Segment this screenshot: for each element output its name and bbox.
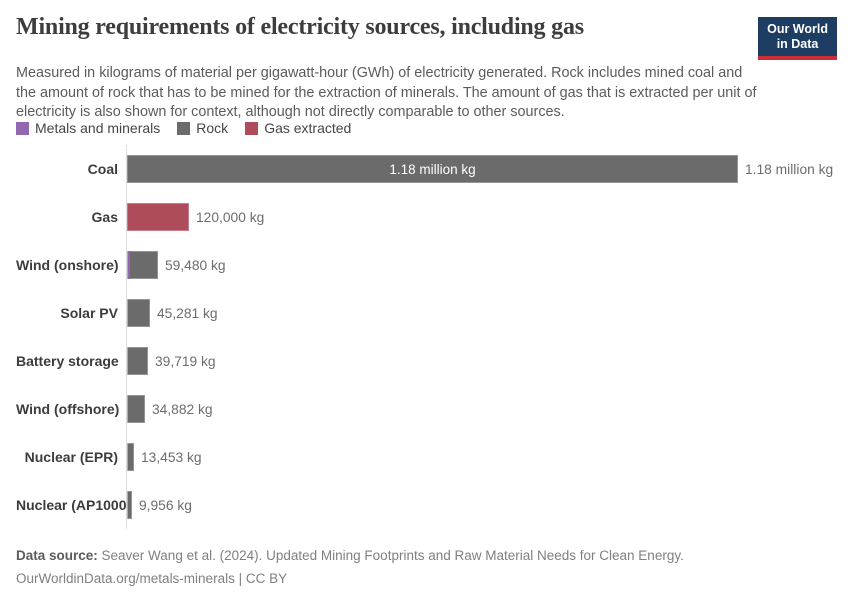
metals-segment[interactable] xyxy=(127,443,128,471)
bar-area: 45,281 kg xyxy=(126,289,834,337)
bar-rock[interactable] xyxy=(127,491,132,519)
category-label: Solar PV xyxy=(60,305,118,321)
legend-label: Rock xyxy=(196,120,229,136)
owid-logo[interactable]: Our World in Data xyxy=(758,17,837,60)
metals-segment[interactable] xyxy=(127,299,128,327)
metals-segment[interactable] xyxy=(127,251,130,279)
chart-row: Nuclear (AP1000) 9,956 kg xyxy=(16,481,834,529)
metals-segment[interactable] xyxy=(127,347,128,375)
category-label: Battery storage xyxy=(16,353,119,369)
value-label: 9,956 kg xyxy=(139,497,192,513)
legend: Metals and minerals Rock Gas extracted xyxy=(16,120,351,136)
chart-row: Nuclear (EPR) 13,453 kg xyxy=(16,433,834,481)
bar-chart: Coal 1.18 million kg 1.18 million kg Gas 120… xyxy=(16,145,834,529)
bar-area: 13,453 kg xyxy=(126,433,834,481)
chart-row: Wind (offshore) 34,882 kg xyxy=(16,385,834,433)
bar-area: 59,480 kg xyxy=(126,241,834,289)
bar-rock[interactable] xyxy=(127,443,134,471)
bar-area: 120,000 kg xyxy=(126,193,834,241)
bar-rock[interactable] xyxy=(127,299,150,327)
bar-area: 9,956 kg xyxy=(126,481,834,529)
value-label: 39,719 kg xyxy=(155,353,216,369)
data-source-line: Data source: Seaver Wang et al. (2024). … xyxy=(16,545,834,568)
legend-label: Metals and minerals xyxy=(35,120,161,136)
category-label: Wind (offshore) xyxy=(16,401,120,417)
chart-title: Mining requirements of electricity sourc… xyxy=(16,14,584,40)
value-label: 1.18 million kg xyxy=(745,161,834,177)
data-source-text: Seaver Wang et al. (2024). Updated Minin… xyxy=(97,548,684,563)
category-label: Nuclear (EPR) xyxy=(24,449,118,465)
gas-swatch-icon xyxy=(245,121,259,135)
owid-logo-line2: in Data xyxy=(776,37,819,51)
inside-bar-value-label: 1.18 million kg xyxy=(389,161,476,177)
legend-item-gas[interactable]: Gas extracted xyxy=(245,120,351,136)
chart-row: Solar PV 45,281 kg xyxy=(16,289,834,337)
rock-swatch-icon xyxy=(177,121,191,135)
bar-area: 34,882 kg xyxy=(126,385,834,433)
footer-url-link[interactable]: OurWorldinData.org/metals-minerals | CC … xyxy=(16,570,288,586)
value-label: 120,000 kg xyxy=(196,209,265,225)
chart-row: Gas 120,000 kg xyxy=(16,193,834,241)
value-label: 59,480 kg xyxy=(165,257,226,273)
bar-rock[interactable] xyxy=(127,395,145,423)
value-label: 13,453 kg xyxy=(141,449,202,465)
metals-swatch-icon xyxy=(16,121,29,135)
bar-area: 1.18 million kg 1.18 million kg xyxy=(126,145,834,193)
chart-row: Wind (onshore) 59,480 kg xyxy=(16,241,834,289)
legend-item-rock[interactable]: Rock xyxy=(177,120,228,136)
bar-rock[interactable] xyxy=(127,251,158,279)
data-source-label: Data source: xyxy=(16,548,98,563)
value-label: 45,281 kg xyxy=(157,305,218,321)
chart-row: Coal 1.18 million kg 1.18 million kg xyxy=(16,145,834,193)
bar-rock[interactable] xyxy=(127,347,148,375)
chart-row: Battery storage 39,719 kg xyxy=(16,337,834,385)
chart-subtitle: Measured in kilograms of material per gi… xyxy=(16,65,757,121)
value-label: 34,882 kg xyxy=(152,401,213,417)
bar-area: 39,719 kg xyxy=(126,337,834,385)
bar-gas[interactable] xyxy=(127,203,189,231)
footer: Data source: Seaver Wang et al. (2024). … xyxy=(16,545,834,590)
legend-item-metals[interactable]: Metals and minerals xyxy=(16,120,160,136)
metals-segment[interactable] xyxy=(127,491,128,519)
owid-logo-line1: Our World xyxy=(767,22,828,36)
category-label: Nuclear (AP1000) xyxy=(16,497,132,513)
category-label: Gas xyxy=(91,209,118,225)
category-label: Coal xyxy=(87,161,118,177)
category-label: Wind (onshore) xyxy=(16,257,119,273)
bar-rock[interactable]: 1.18 million kg xyxy=(127,155,738,183)
metals-segment[interactable] xyxy=(127,395,128,423)
legend-label: Gas extracted xyxy=(264,120,352,136)
